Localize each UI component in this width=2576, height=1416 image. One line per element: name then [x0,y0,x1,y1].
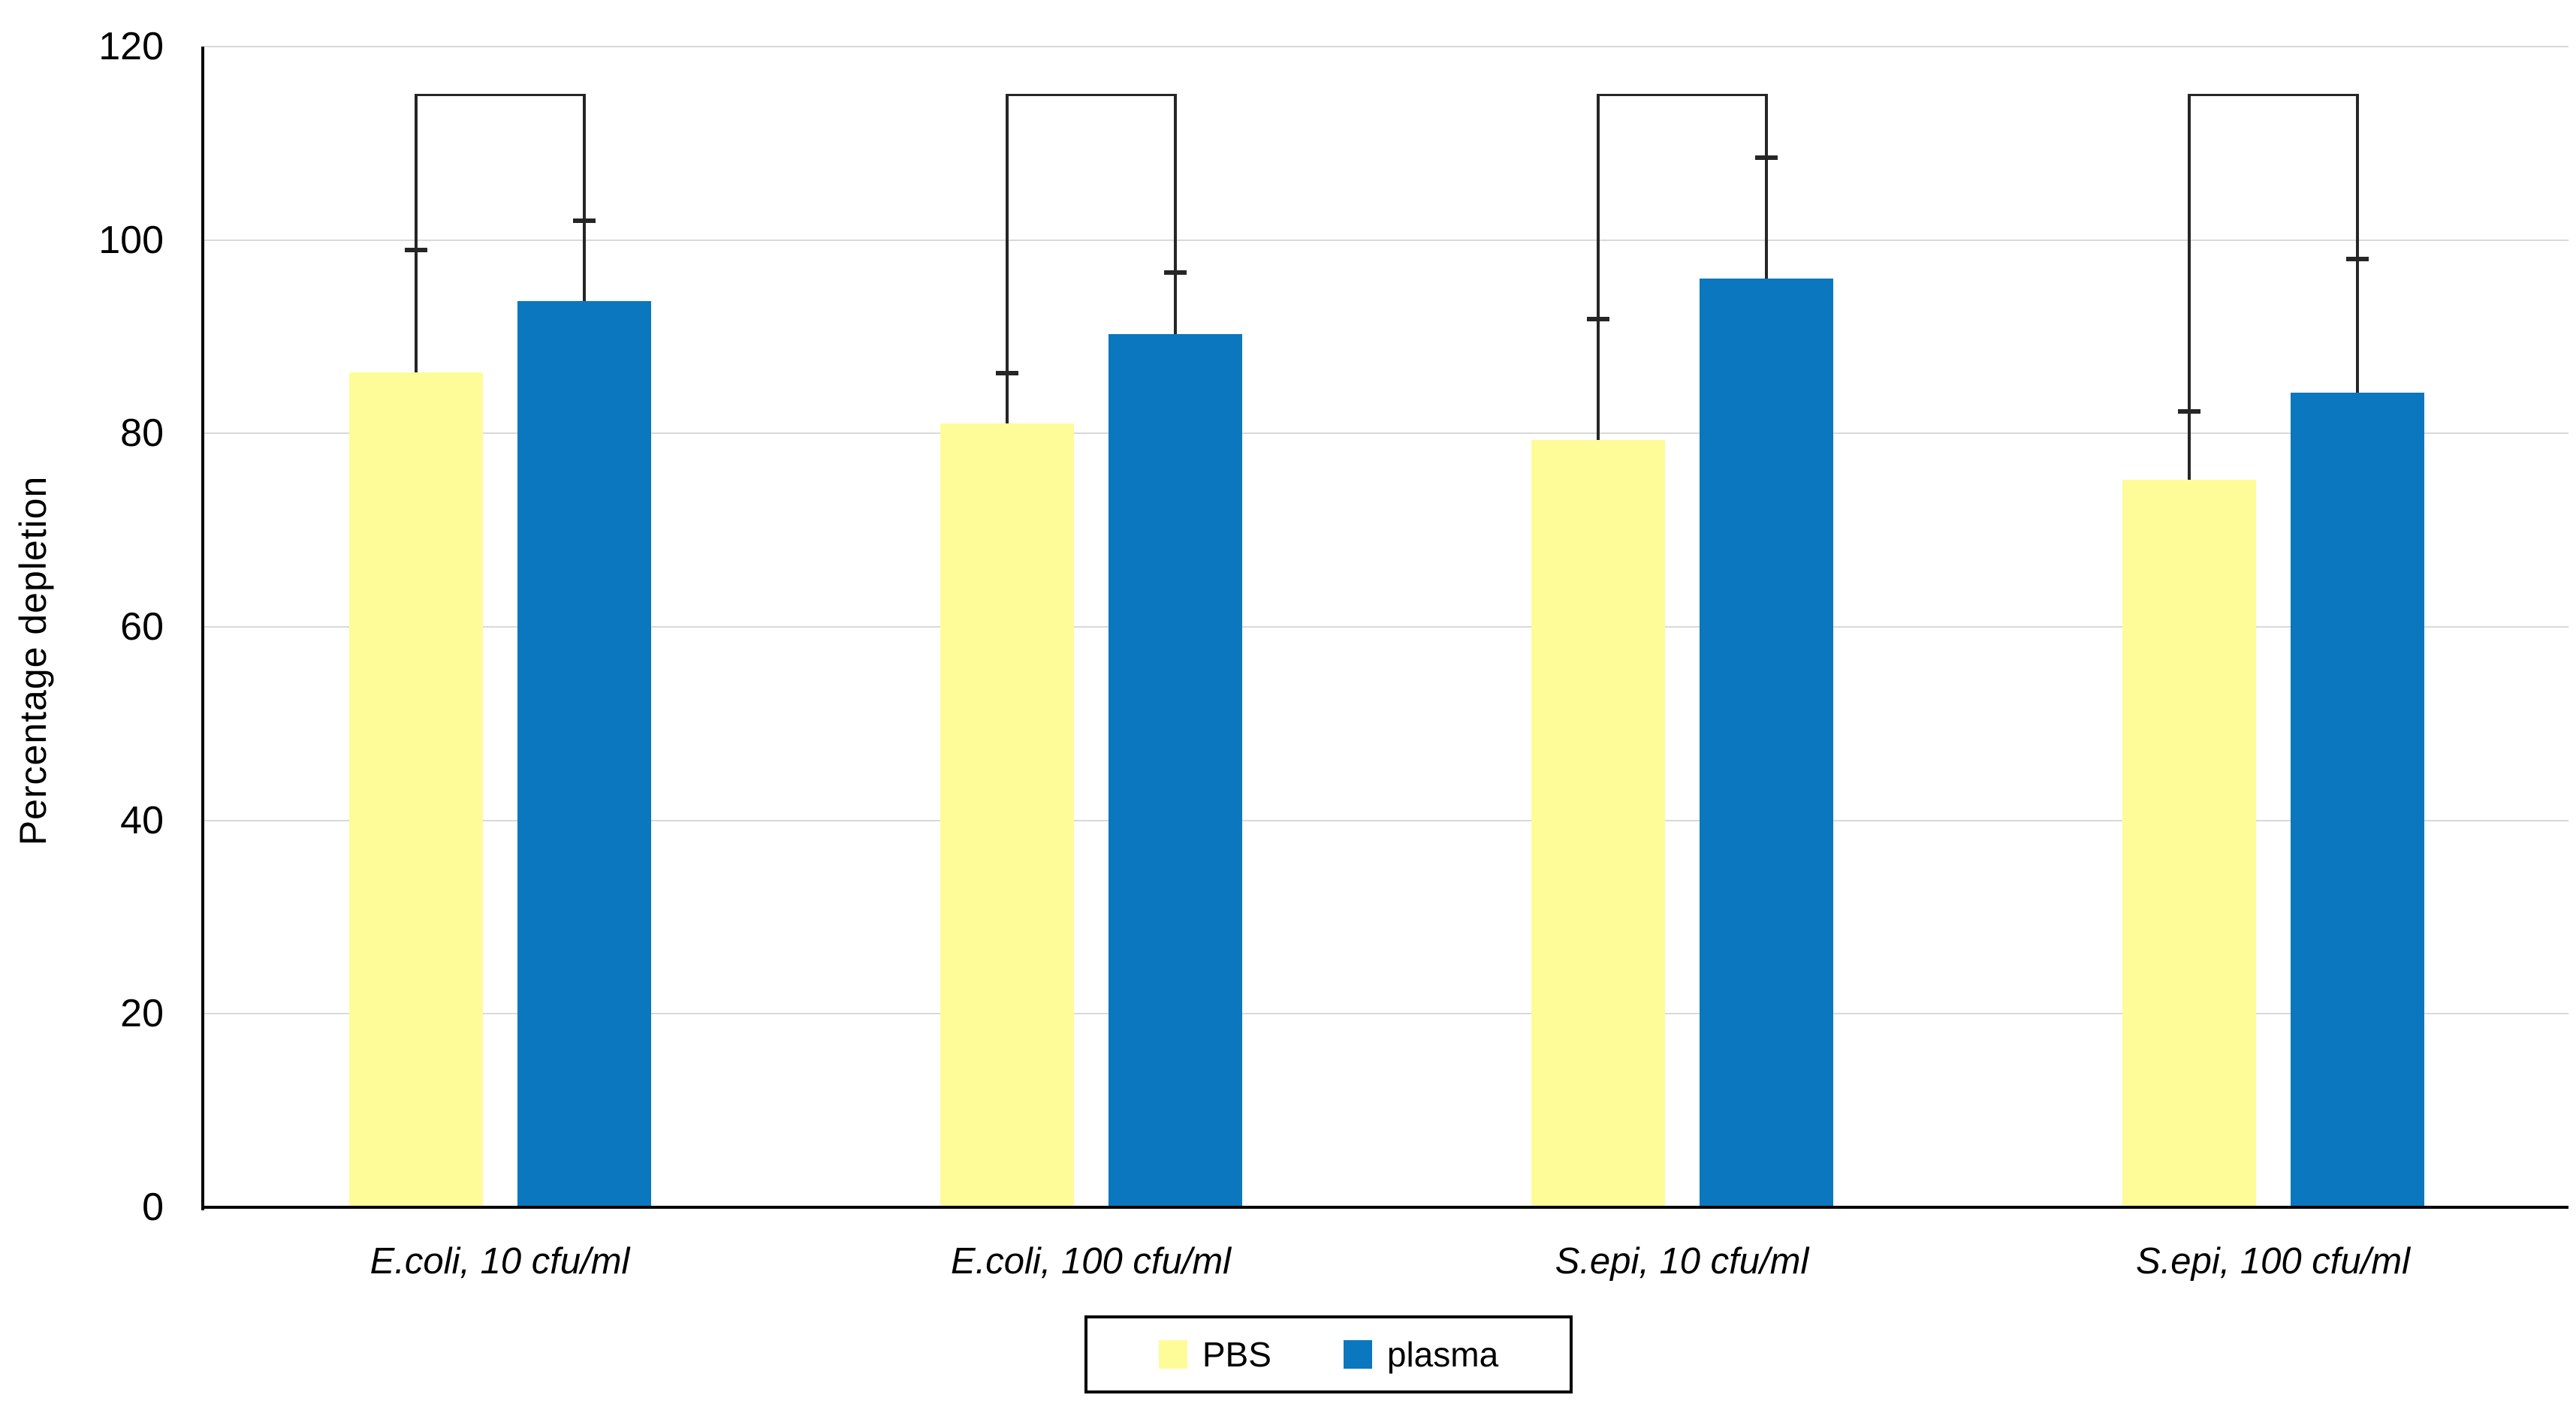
significance-bracket-1 [1005,94,1177,97]
y-tick-label: 120 [98,25,164,68]
gridline [204,819,2568,821]
legend: PBS plasma [1084,1315,1573,1393]
bar-plasma-0 [517,300,651,1207]
gridline [204,432,2568,435]
bar-pbs-1 [940,423,1074,1207]
error-bar-cap-pbs-0 [404,247,427,252]
error-bar-cap-plasma-0 [572,218,596,223]
x-tick-label: E.coli, 100 cfu/ml [950,1241,1232,1282]
error-bar-pbs-3 [2187,95,2191,481]
y-tick-label: 40 [120,798,164,842]
bar-pbs-0 [348,372,483,1207]
error-bar-pbs-0 [414,95,418,373]
y-tick-label: 100 [98,218,164,262]
bar-plasma-1 [1108,333,1242,1207]
error-bar-pbs-2 [1596,95,1600,441]
y-axis-title: Percentage depletion [12,475,54,846]
x-tick-label: E.coli, 10 cfu/ml [370,1241,630,1282]
significance-bracket-2 [1596,94,1768,97]
plasma-swatch-icon [1343,1340,1372,1369]
error-bar-cap-plasma-3 [2345,257,2369,262]
gridline [204,626,2568,628]
bar-plasma-2 [1699,279,1833,1207]
gridline [204,239,2568,241]
error-bar-cap-pbs-3 [2177,408,2200,414]
bar-pbs-3 [2122,480,2256,1207]
legend-label: PBS [1202,1335,1271,1374]
error-bar-cap-plasma-1 [1163,270,1187,276]
error-bar-cap-plasma-2 [1754,155,1778,161]
error-bar-cap-pbs-2 [1586,317,1609,322]
legend-entry-plasma: plasma [1343,1334,1499,1375]
y-tick-label: 60 [120,605,164,649]
pbs-swatch-icon [1158,1340,1187,1369]
error-bar-pbs-1 [1005,95,1009,424]
legend-entry-pbs: PBS [1158,1334,1271,1375]
gridline [204,1013,2568,1015]
x-axis-labels: E.coli, 10 cfu/ml E.coli, 100 cfu/ml S.e… [204,1240,2568,1282]
error-bar-plasma-0 [582,95,586,301]
legend-label: plasma [1386,1335,1499,1374]
error-bar-cap-pbs-1 [995,371,1018,376]
bar-pbs-2 [1531,440,1665,1207]
x-tick-label: S.epi, 10 cfu/ml [1555,1241,1809,1282]
significance-bracket-3 [2187,94,2359,97]
significance-bracket-0 [414,94,586,97]
gridline [204,46,2568,47]
error-bar-plasma-1 [1173,95,1177,334]
y-axis-line [201,47,204,1210]
error-bar-plasma-3 [2355,95,2359,393]
error-bar-plasma-2 [1764,95,1768,279]
x-tick-label: S.epi, 100 cfu/ml [2136,1241,2410,1282]
x-axis-line [201,1206,2568,1209]
y-tick-label: 0 [142,1186,164,1229]
bar-plasma-3 [2290,393,2424,1207]
plot-area [204,46,2568,1207]
y-tick-label: 80 [120,411,164,456]
y-tick-label: 20 [120,992,164,1036]
